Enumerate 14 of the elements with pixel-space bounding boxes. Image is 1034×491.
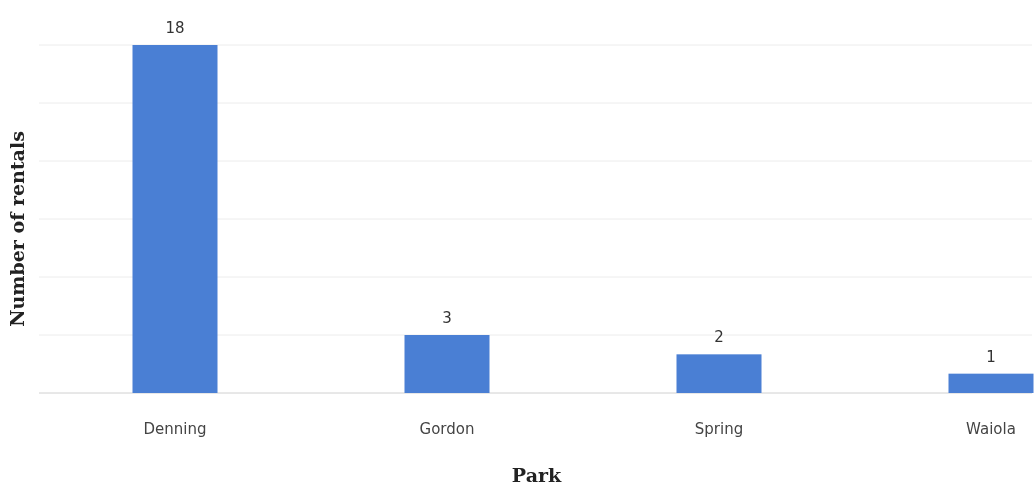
x-tick-label: Gordon: [419, 420, 475, 438]
data-label: 3: [442, 309, 452, 327]
data-label: 2: [714, 328, 724, 347]
data-label: 18: [165, 19, 185, 37]
bar: [948, 373, 1034, 393]
y-axis-title: Number of rentals: [6, 131, 28, 327]
x-axis-title: Park: [511, 464, 562, 486]
x-tick-label: Denning: [143, 420, 207, 438]
bar: [132, 45, 218, 393]
data-label: 1: [986, 347, 996, 366]
bar: [404, 335, 490, 393]
x-tick-label: Spring: [694, 420, 744, 438]
x-tick-label: Waiola: [966, 420, 1016, 438]
bar: [676, 354, 762, 393]
